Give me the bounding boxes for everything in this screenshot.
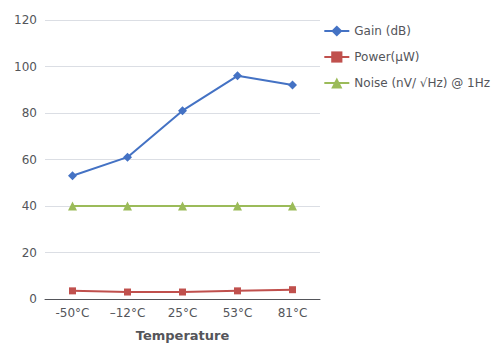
svg-text:Temperature: Temperature xyxy=(136,328,230,343)
svg-text:40: 40 xyxy=(22,199,37,213)
svg-text:80: 80 xyxy=(22,106,37,120)
svg-text:100: 100 xyxy=(14,60,37,74)
svg-text:Gain (dB): Gain (dB) xyxy=(354,24,411,38)
svg-text:0: 0 xyxy=(29,292,37,306)
svg-text:53°C: 53°C xyxy=(223,306,253,320)
svg-text:81°C: 81°C xyxy=(278,306,308,320)
svg-text:20: 20 xyxy=(22,246,37,260)
svg-text:Power(μW): Power(μW) xyxy=(354,50,419,64)
svg-text:120: 120 xyxy=(14,13,37,27)
svg-text:–12°C: –12°C xyxy=(110,306,146,320)
svg-text:60: 60 xyxy=(22,153,37,167)
svg-text:25°C: 25°C xyxy=(168,306,198,320)
svg-text:-50°C: -50°C xyxy=(56,306,90,320)
svg-text:Noise (nV/ √Hz) @ 1Hz: Noise (nV/ √Hz) @ 1Hz xyxy=(354,76,490,90)
